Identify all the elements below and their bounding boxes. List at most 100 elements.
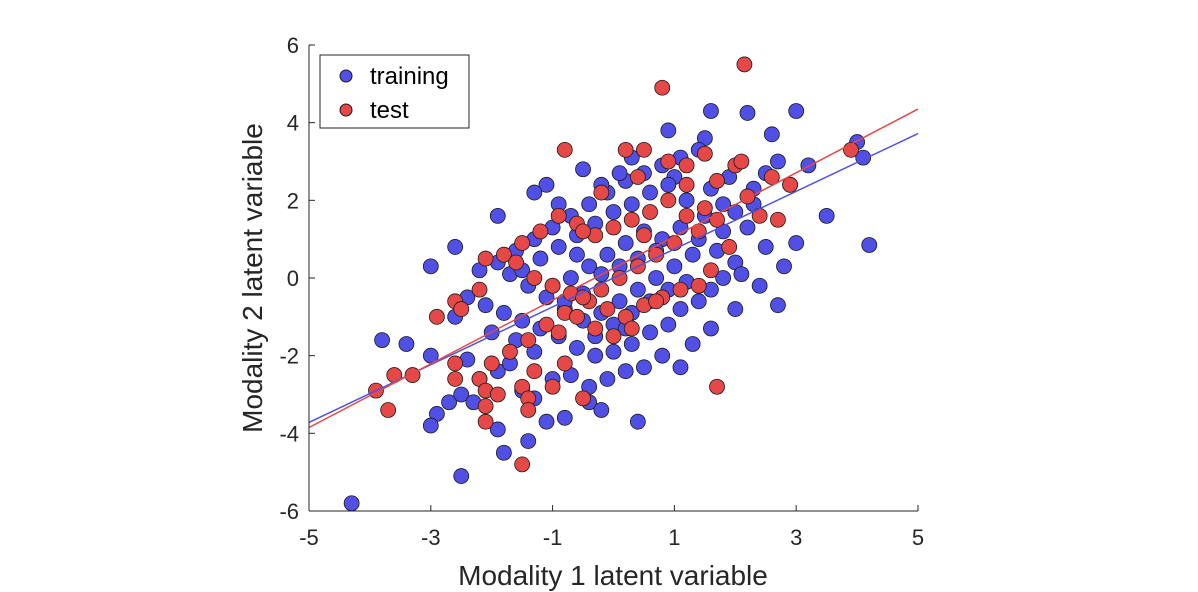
point-training [441,394,457,411]
point-training [447,239,464,255]
point-test [733,153,750,170]
point-training [526,184,543,201]
point-test [736,56,753,73]
point-training [422,417,439,434]
point-test [447,371,464,387]
point-test [709,378,725,395]
point-test [605,328,622,345]
point-training [703,103,719,119]
point-training [623,336,640,352]
point-test [428,308,445,325]
point-test [709,173,725,189]
point-training [648,270,665,286]
point-training [422,258,439,275]
point-training [733,266,750,283]
point-test [550,324,567,341]
point-test [575,390,591,407]
point-training [672,301,689,317]
point-test [556,141,573,158]
x-tick-label: 5 [912,525,924,550]
point-training [770,153,786,170]
point-test [471,281,488,298]
point-training [660,176,677,193]
point-test [550,207,567,224]
point-test [483,355,500,372]
point-test [508,254,524,271]
point-test [660,153,677,170]
point-training [623,196,640,213]
point-training [727,301,744,317]
point-test [477,398,494,415]
point-training [776,258,792,275]
point-training [763,126,780,143]
legend: training test [319,54,470,129]
legend-marker-training [339,69,353,83]
point-test [696,145,713,162]
point-training [477,297,494,314]
y-tick-label: 0 [287,266,299,291]
point-training [374,332,390,349]
point-test [575,223,591,240]
point-training [629,281,646,298]
point-test [617,141,634,158]
point-training [581,196,598,213]
point-training [556,409,573,426]
point-test [763,169,780,185]
point-test [636,141,652,158]
point-training [611,165,628,182]
point-training [489,421,506,438]
point-test [447,355,464,372]
point-training [569,246,585,263]
point-test [696,200,713,217]
point-test [770,211,786,228]
point-training [660,122,677,139]
point-training [605,343,622,360]
point-training [788,103,805,119]
point-training [495,305,512,321]
point-training [666,258,683,275]
point-training [605,204,622,220]
point-test [623,211,640,228]
y-tick-label: -2 [279,344,299,369]
point-training [684,336,701,352]
point-training [617,363,634,380]
point-training [538,413,555,430]
point-training [453,386,470,403]
point-training [343,495,360,512]
point-training [672,359,689,376]
point-training [751,277,768,294]
point-test [453,301,470,317]
point-training [611,293,628,310]
legend-marker-test [339,103,353,117]
point-training [617,235,634,251]
y-tick-label: 4 [287,111,299,136]
point-test [654,79,671,96]
point-test [672,281,689,298]
point-training [770,297,786,314]
point-training [453,468,470,484]
point-training [575,161,591,178]
point-training [398,336,415,352]
point-test [544,277,561,294]
point-training [739,219,756,236]
point-training [562,270,579,286]
point-training [489,207,506,224]
point-training [788,235,805,251]
point-training [861,237,878,253]
point-test [477,250,494,267]
point-training [757,239,774,255]
x-tick-label: 3 [790,525,802,550]
x-tick-label: -1 [543,525,563,550]
point-test [593,184,610,201]
point-training [703,320,719,337]
point-training [678,192,695,209]
point-test [636,227,652,244]
point-training [569,339,585,356]
point-test [648,293,665,310]
point-test [605,219,622,236]
point-training [654,347,671,364]
point-training [587,347,604,364]
point-training [642,184,658,201]
x-tick-label: -3 [421,525,441,550]
